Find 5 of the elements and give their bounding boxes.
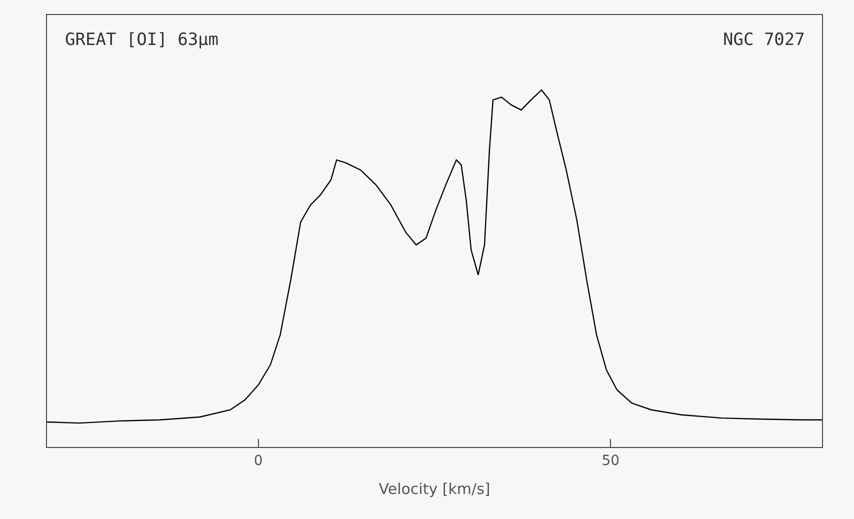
text: NGC 7027 (723, 30, 805, 50)
x-axis-title: Velocity [km/s] (378, 480, 490, 498)
x-tick-label: 0 (254, 452, 263, 469)
text: GREAT [OI] 63μm (65, 30, 219, 50)
x-tick-label: 50 (602, 452, 620, 469)
